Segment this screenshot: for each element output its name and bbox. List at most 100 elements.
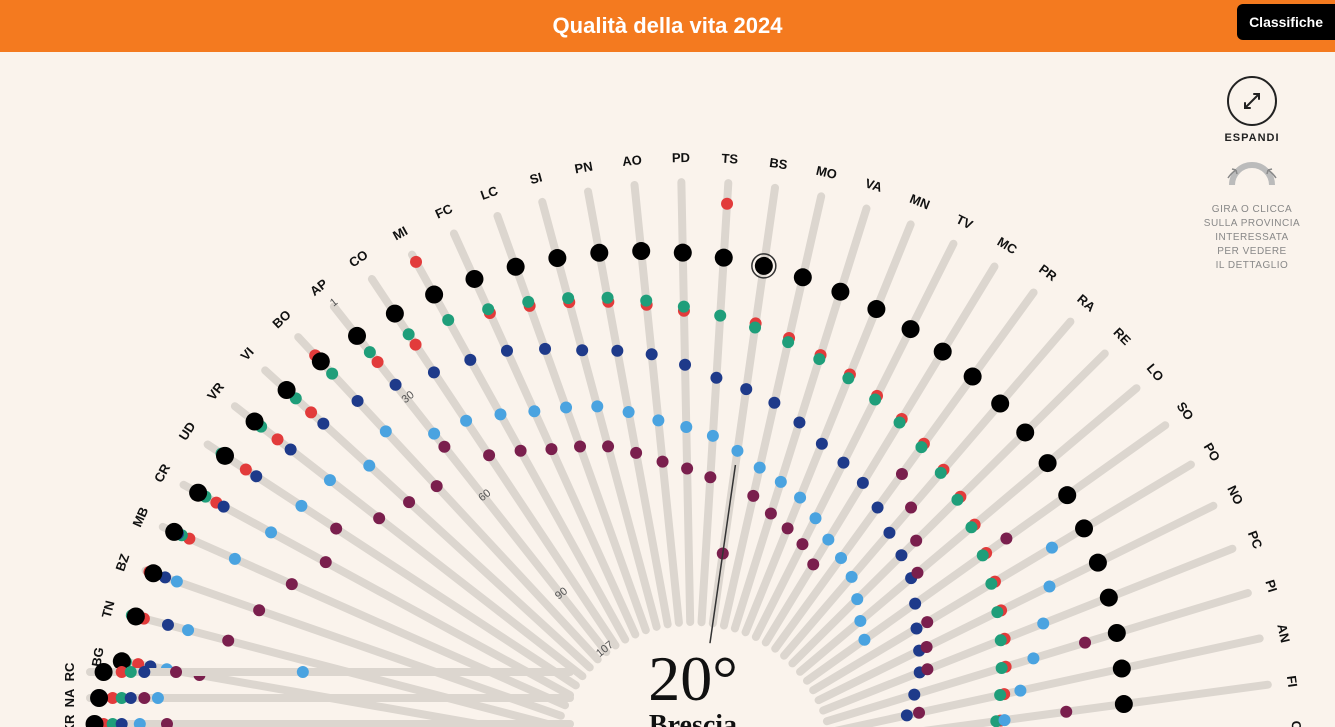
metric-dot: [835, 552, 847, 564]
province-label[interactable]: VR: [204, 379, 227, 403]
metric-dot: [911, 567, 923, 579]
province-label[interactable]: CN: [1289, 720, 1305, 727]
province-label[interactable]: TV: [954, 211, 976, 232]
metric-dot: [152, 692, 164, 704]
metric-dot: [515, 445, 527, 457]
selected-rank: 20°: [593, 642, 793, 716]
metric-dot: [1079, 637, 1091, 649]
province-label[interactable]: CR: [151, 461, 173, 485]
metric-dot: [229, 553, 241, 565]
province-label[interactable]: NA: [62, 688, 77, 707]
metric-dot: [921, 641, 933, 653]
metric-dot: [285, 444, 297, 456]
province-label[interactable]: BZ: [112, 552, 132, 573]
overall-dot: [246, 413, 264, 431]
overall-dot: [755, 257, 773, 275]
overall-dot: [991, 395, 1009, 413]
province-label[interactable]: PR: [1036, 261, 1060, 284]
metric-dot: [910, 535, 922, 547]
province-label[interactable]: BO: [269, 307, 293, 331]
overall-dot: [674, 244, 692, 262]
province-label[interactable]: MN: [908, 191, 932, 212]
province-label[interactable]: VI: [237, 344, 256, 363]
province-label[interactable]: CO: [346, 247, 371, 270]
metric-dot: [646, 348, 658, 360]
metric-dot: [602, 440, 614, 452]
metric-dot: [560, 401, 572, 413]
metric-dot: [782, 522, 794, 534]
province-label[interactable]: BS: [768, 155, 788, 172]
overall-dot: [386, 305, 404, 323]
metric-dot: [768, 397, 780, 409]
province-label[interactable]: MC: [995, 234, 1021, 258]
province-label[interactable]: AP: [307, 276, 331, 299]
metric-dot: [125, 666, 137, 678]
metric-dot: [428, 428, 440, 440]
metric-dot: [171, 575, 183, 587]
province-label[interactable]: LC: [479, 183, 501, 203]
province-label[interactable]: UD: [176, 419, 199, 443]
rankings-button[interactable]: Classifiche: [1237, 4, 1335, 40]
province-label[interactable]: MO: [815, 163, 839, 182]
radial-chart-svg[interactable]: BGTNBZMBCRUDVRVIBOAPCOMIFCLCSIPNAOPDTSBS…: [0, 52, 1335, 727]
expand-button[interactable]: [1227, 76, 1277, 126]
overall-dot: [1108, 624, 1126, 642]
province-label[interactable]: FC: [433, 201, 456, 222]
metric-dot: [138, 692, 150, 704]
metric-dot: [522, 296, 534, 308]
metric-dot: [995, 634, 1007, 646]
metric-dot: [858, 634, 870, 646]
metric-dot: [364, 346, 376, 358]
province-label[interactable]: AO: [622, 152, 643, 169]
metric-dot: [182, 624, 194, 636]
metric-dot: [857, 477, 869, 489]
metric-dot: [431, 480, 443, 492]
province-label[interactable]: PI: [1262, 578, 1280, 594]
province-label[interactable]: RC: [62, 662, 77, 681]
province-label[interactable]: VA: [863, 175, 884, 195]
province-label[interactable]: KR: [62, 714, 77, 727]
province-label[interactable]: RA: [1074, 291, 1098, 315]
province-label[interactable]: PN: [573, 158, 593, 176]
metric-dot: [901, 709, 913, 721]
province-label[interactable]: PD: [672, 150, 690, 165]
province-label[interactable]: RE: [1111, 325, 1135, 349]
province-label[interactable]: MB: [129, 505, 151, 530]
overall-dot: [507, 258, 525, 276]
metric-dot: [657, 456, 669, 468]
metric-dot: [1037, 618, 1049, 630]
province-label[interactable]: SO: [1174, 399, 1197, 423]
overall-dot: [1115, 695, 1133, 713]
overall-dot: [348, 327, 366, 345]
province-label[interactable]: MI: [390, 223, 410, 243]
province-label[interactable]: PO: [1201, 440, 1224, 464]
metric-dot: [996, 662, 1008, 674]
metric-dot: [116, 718, 128, 727]
province-label[interactable]: AN: [1274, 622, 1293, 644]
overall-dot: [1113, 660, 1131, 678]
metric-dot: [410, 256, 422, 268]
metric-dot: [854, 615, 866, 627]
province-label[interactable]: PC: [1245, 529, 1266, 552]
metric-dot: [460, 415, 472, 427]
spoke[interactable]: [497, 216, 645, 630]
province-label[interactable]: TN: [99, 599, 118, 620]
province-label[interactable]: NO: [1224, 483, 1246, 507]
province-label[interactable]: LO: [1144, 361, 1167, 384]
metric-dot: [125, 692, 137, 704]
metric-dot: [765, 508, 777, 520]
metric-dot: [134, 718, 146, 727]
metric-dot: [999, 714, 1011, 726]
selected-province-label: 20° Brescia: [593, 642, 793, 727]
metric-dot: [681, 462, 693, 474]
side-controls: ESPANDI GIRA O CLICCA SULLA PROVINCIA IN…: [1187, 76, 1317, 273]
metric-dot: [574, 441, 586, 453]
overall-dot: [312, 352, 330, 370]
overall-dot: [144, 564, 162, 582]
province-label[interactable]: FI: [1284, 675, 1300, 688]
province-label[interactable]: SI: [528, 169, 544, 187]
metric-dot: [1060, 706, 1072, 718]
spoke[interactable]: [146, 571, 561, 716]
province-label[interactable]: TS: [721, 151, 739, 167]
metric-dot: [640, 295, 652, 307]
